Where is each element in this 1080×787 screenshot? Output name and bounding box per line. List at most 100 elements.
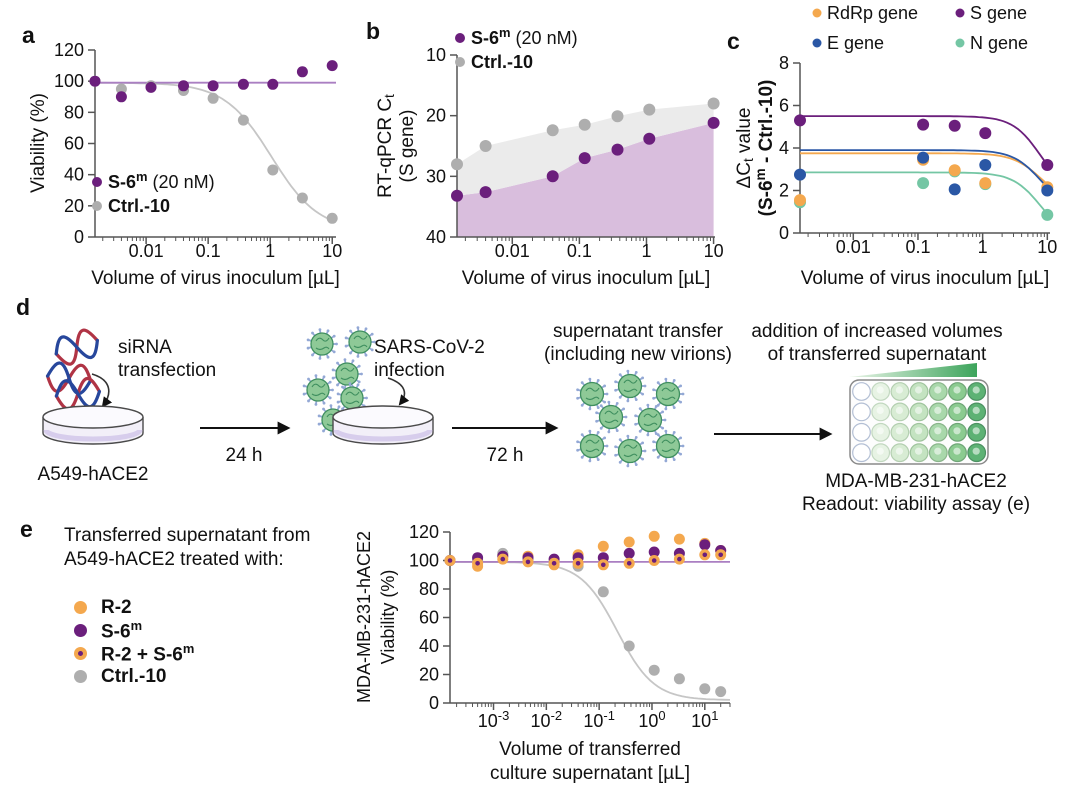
svg-text:0: 0 xyxy=(429,693,439,713)
svg-text:0.01: 0.01 xyxy=(129,241,164,261)
sirna-transfection-label: siRNA transfection xyxy=(118,336,216,382)
svg-text:101: 101 xyxy=(691,708,718,731)
svg-text:40: 40 xyxy=(64,165,84,185)
svg-text:Volume of transferred: Volume of transferred xyxy=(499,739,681,760)
chart-legend: RdRp gene E gene S gene N gene xyxy=(812,3,1028,53)
diagram-workflow xyxy=(42,326,989,468)
svg-text:10: 10 xyxy=(426,45,446,65)
sirna-label-line1: siRNA xyxy=(118,337,172,358)
chart-areas xyxy=(457,103,714,237)
plate-cell-label: MDA-MB-231-hACE2 xyxy=(825,471,1007,492)
chart-axis-titles: RT-qPCR Ct(S gene) Volume of virus inocul… xyxy=(375,94,710,289)
svg-text:0.01: 0.01 xyxy=(836,237,871,257)
svg-text:40: 40 xyxy=(426,227,446,247)
panel-e-legend-items: R-2 S-6m R-2 + S-6m Ctrl.-10 xyxy=(74,596,194,688)
svg-text:6: 6 xyxy=(779,96,789,116)
virus-icon xyxy=(595,400,628,434)
sars-label-line2: infection xyxy=(374,360,445,381)
svg-text:RT-qPCR Ct: RT-qPCR Ct xyxy=(375,94,397,198)
virus-icon xyxy=(344,326,376,358)
dot-marker-icon xyxy=(74,670,87,683)
svg-text:0: 0 xyxy=(74,227,84,247)
svg-text:MDA-MB-231-hACE2: MDA-MB-231-hACE2 xyxy=(354,531,374,703)
svg-text:0: 0 xyxy=(779,223,789,243)
panel-a-letter: a xyxy=(22,22,35,48)
svg-text:culture supernatant [µL]: culture supernatant [µL] xyxy=(490,763,690,784)
virus-into-dish-arrow xyxy=(387,377,410,406)
supernatant-transfer-label: supernatant transfer (including new viri… xyxy=(528,320,748,366)
dish1-label: A549-hACE2 xyxy=(37,464,149,485)
legend-item: R-2 xyxy=(74,596,194,619)
chart-fit-curves xyxy=(800,115,1051,218)
legend-item-label: R-2 xyxy=(101,596,132,618)
svg-text:2: 2 xyxy=(779,181,789,201)
virus-icon xyxy=(614,369,647,403)
petri-dish-a549 xyxy=(42,405,144,445)
chart-axis-titles: ΔCt value(S-6m - Ctrl.-10) Volume of viru… xyxy=(734,80,1049,289)
legend-item-label: Ctrl.-10 xyxy=(101,665,167,687)
readout-label: Readout: viability assay (e) xyxy=(801,494,1031,515)
svg-text:Ctrl.-10: Ctrl.-10 xyxy=(108,196,170,216)
svg-text:0.1: 0.1 xyxy=(567,241,592,261)
svg-text:Volume of virus inoculum [µL]: Volume of virus inoculum [µL] xyxy=(91,268,340,289)
chart-axes: 0 20 40 60 80 100 120 10-3 10-2 10-1 100 101 xyxy=(409,522,731,731)
svg-text:10: 10 xyxy=(322,241,342,261)
virus-icon xyxy=(576,429,609,463)
svg-text:4: 4 xyxy=(779,138,789,158)
panel-b-letter: b xyxy=(366,18,381,44)
chart-axes: 0 20 40 60 80 100 120 0.01 0.1 1 10 xyxy=(54,40,342,261)
svg-text:10: 10 xyxy=(704,241,724,261)
chart-fit-curves xyxy=(450,561,731,701)
chart-b: 10 20 30 40 0.01 0.1 1 10 S-6m (20 nM) Ctrl.-10 RT… xyxy=(375,25,724,289)
chart-axis-titles: MDA-MB-231-hACE2 Viability (%) Volume of t… xyxy=(354,531,690,784)
virus-icon xyxy=(302,374,334,406)
svg-text:120: 120 xyxy=(54,40,84,60)
addition-label-line1: addition of increased volumes xyxy=(751,321,1003,342)
svg-text:0.01: 0.01 xyxy=(495,241,530,261)
chart-data-points xyxy=(444,530,727,698)
svg-text:0.1: 0.1 xyxy=(196,241,221,261)
arrow-24h-label: 24 h xyxy=(225,445,263,466)
svg-text:1: 1 xyxy=(265,241,275,261)
svg-text:10-2: 10-2 xyxy=(531,708,563,731)
svg-text:1: 1 xyxy=(978,237,988,257)
svg-text:40: 40 xyxy=(419,636,439,656)
svg-text:Volume of virus inoculum [µL]: Volume of virus inoculum [µL] xyxy=(462,268,711,289)
petri-dish-infected xyxy=(332,405,434,445)
svg-text:(S-6m - Ctrl.-10): (S-6m - Ctrl.-10) xyxy=(753,80,777,217)
ring-inner-dot-icon xyxy=(78,651,83,656)
transfer-label-line1: supernatant transfer xyxy=(552,321,724,342)
chart-legend: S-6m (20 nM) Ctrl.-10 xyxy=(455,25,578,72)
sirna-helix-icon xyxy=(54,328,99,366)
sirna-label-line2: transfection xyxy=(118,360,217,381)
transfer-label-line2: (including new virions) xyxy=(544,344,732,365)
svg-text:80: 80 xyxy=(64,102,84,122)
svg-text:(S gene): (S gene) xyxy=(397,110,418,183)
sars-label-line1: SARS-CoV-2 xyxy=(374,337,485,358)
addition-label-line2: of transferred supernatant xyxy=(767,344,987,365)
svg-text:E gene: E gene xyxy=(827,33,884,53)
chart-legend: S-6m (20 nM) Ctrl.-10 xyxy=(92,169,215,216)
arrow-72h-label: 72 h xyxy=(486,445,524,466)
svg-text:Viability (%): Viability (%) xyxy=(28,93,49,193)
virus-icon xyxy=(306,328,338,360)
panel-e-legend-title: Transferred supernatant from A549-hACE2 … xyxy=(64,524,310,572)
chart-a: 0 20 40 60 80 100 120 0.01 0.1 1 10 S-6m (20 nM) Ctr… xyxy=(28,40,342,289)
virus-icon xyxy=(634,403,667,437)
panel-c-letter: c xyxy=(727,28,740,54)
svg-text:30: 30 xyxy=(426,166,446,186)
sirna-helix-icon xyxy=(45,361,93,396)
svg-text:10-1: 10-1 xyxy=(583,708,615,731)
svg-text:1: 1 xyxy=(641,241,651,261)
svg-text:8: 8 xyxy=(779,53,789,73)
virus-icon xyxy=(576,377,609,411)
svg-text:20: 20 xyxy=(419,665,439,685)
svg-text:ΔCt value: ΔCt value xyxy=(734,108,756,189)
sirna-helix-icon xyxy=(54,376,102,411)
svg-text:120: 120 xyxy=(409,522,439,542)
svg-text:80: 80 xyxy=(419,579,439,599)
chart-data-points xyxy=(451,97,720,202)
chart-c: 0 2 4 6 8 0.01 0.1 1 10 RdRp gene E gene S gene N ge… xyxy=(734,3,1057,289)
virus-icon xyxy=(614,434,647,468)
